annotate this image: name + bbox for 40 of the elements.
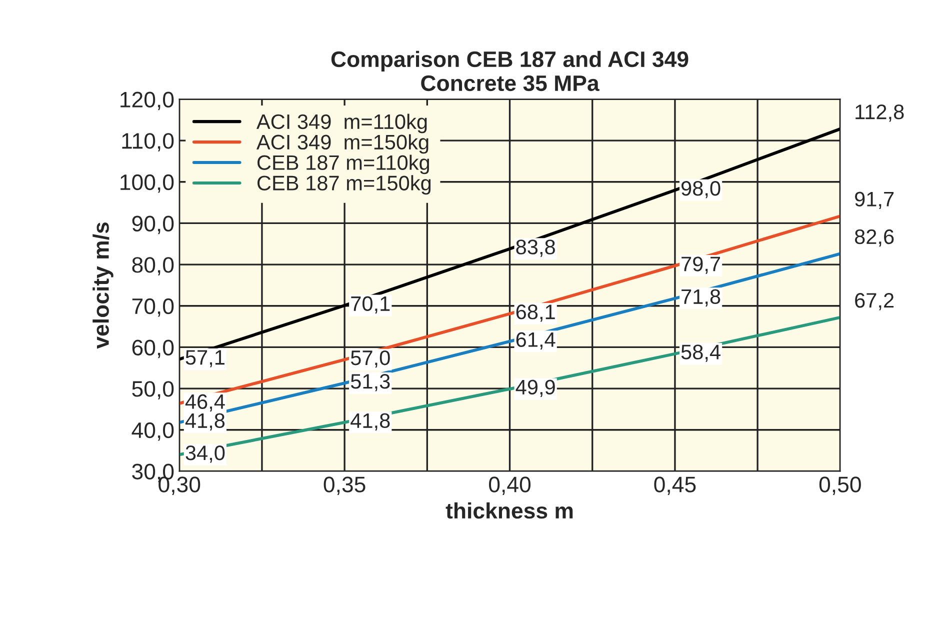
y-tick-label: 50,0 — [132, 381, 174, 400]
data-label: 71,8 — [682, 289, 720, 306]
data-label: 112,8 — [856, 104, 904, 122]
y-tick-label: 110,0 — [122, 133, 174, 152]
y-tick-label: 60,0 — [132, 340, 174, 358]
data-label: 68,1 — [516, 304, 555, 322]
y-tick-label: 70,0 — [132, 298, 174, 317]
y-tick-label: 40,0 — [132, 422, 174, 441]
data-label: 58,4 — [681, 344, 720, 362]
y-axis-title: velocity m/s — [92, 222, 114, 349]
y-tick-label: 100,0 — [120, 174, 174, 193]
x-tick-label: 0,50 — [819, 476, 861, 496]
data-label: 91,7 — [855, 192, 894, 209]
data-label: 79,7 — [682, 256, 720, 274]
data-label: 83,8 — [516, 240, 555, 257]
x-axis-title: thickness m — [446, 502, 573, 519]
chart-title: Comparison CEB 187 and ACI 349 Concrete 35 MPa — [331, 50, 688, 92]
legend-label: CEB 187 m=110kg — [258, 154, 430, 174]
data-label: 51,3 — [350, 374, 390, 392]
y-tick-label: 120,0 — [120, 92, 174, 110]
y-tick-label: 90,0 — [132, 216, 174, 234]
data-label: 70,1 — [351, 296, 390, 314]
data-label: 61,4 — [516, 332, 556, 350]
data-label: 57,1 — [186, 350, 224, 368]
data-label: 57,0 — [350, 350, 390, 368]
data-label: 46,4 — [185, 394, 225, 412]
data-label: 98,0 — [681, 180, 720, 198]
x-tick-label: 0,35 — [324, 476, 366, 496]
data-label: 82,6 — [854, 229, 894, 247]
x-tick-label: 0,40 — [489, 476, 531, 496]
legend-label: CEB 187 m=150kg — [258, 175, 431, 195]
legend-label: ACI 349 m=110kg — [256, 114, 427, 134]
data-label: 41,8 — [185, 413, 225, 430]
legend-label: ACI 349 m=150kg — [256, 134, 428, 154]
x-tick-label: 0,45 — [654, 476, 696, 496]
data-label: 41,8 — [350, 413, 390, 430]
data-label: 34,0 — [186, 446, 225, 463]
y-tick-label: 80,0 — [132, 257, 174, 276]
data-label: 67,2 — [855, 293, 894, 310]
data-label: 49,9 — [516, 380, 555, 397]
